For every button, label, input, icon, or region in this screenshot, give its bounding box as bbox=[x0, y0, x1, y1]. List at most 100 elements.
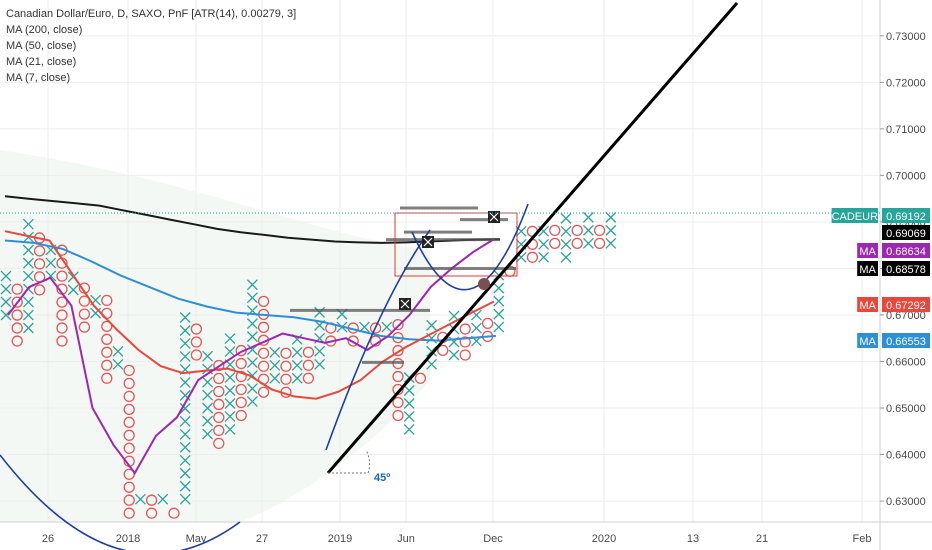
price-badge-value: 0.69192 bbox=[886, 211, 926, 223]
o-box bbox=[101, 359, 113, 371]
price-badge-label: MA bbox=[859, 336, 876, 348]
x-box bbox=[605, 237, 617, 249]
price-badge-label: MA bbox=[859, 246, 876, 258]
x-box bbox=[246, 279, 258, 291]
x-box bbox=[246, 383, 258, 395]
x-box bbox=[179, 467, 191, 479]
x-tick-label: 26 bbox=[42, 533, 54, 545]
price-badge-bg bbox=[882, 333, 930, 348]
signal-dot bbox=[478, 278, 490, 290]
x-box bbox=[560, 225, 572, 237]
o-box bbox=[593, 224, 606, 237]
x-box bbox=[582, 237, 594, 249]
ma21-line bbox=[4, 230, 495, 400]
signal-marker-x bbox=[489, 212, 499, 222]
x-box bbox=[224, 372, 236, 383]
x-box bbox=[179, 325, 191, 336]
channel-rise bbox=[325, 229, 431, 451]
ma7-legend[interactable]: MA (7, close) bbox=[6, 72, 71, 84]
x-box bbox=[179, 338, 191, 349]
o-box bbox=[369, 322, 382, 334]
x-box bbox=[202, 350, 214, 362]
o-box bbox=[437, 344, 449, 356]
o-box bbox=[33, 245, 46, 257]
x-box bbox=[605, 224, 617, 236]
o-box bbox=[190, 323, 203, 335]
x-box bbox=[560, 212, 572, 224]
x-box bbox=[224, 385, 236, 396]
x-box bbox=[269, 372, 281, 384]
x-box bbox=[179, 493, 191, 505]
price-badge-value: 0.69069 bbox=[886, 228, 926, 240]
o-box bbox=[56, 335, 68, 347]
o-box bbox=[392, 344, 404, 357]
x-box bbox=[403, 398, 415, 409]
x-box bbox=[291, 346, 303, 358]
o-box bbox=[11, 309, 23, 321]
ma21-legend[interactable]: MA (21, close) bbox=[6, 56, 77, 68]
x-box bbox=[560, 251, 572, 263]
x-box bbox=[179, 454, 191, 466]
o-box bbox=[101, 294, 113, 307]
o-box bbox=[123, 429, 135, 441]
x-box bbox=[224, 411, 236, 422]
x-box bbox=[112, 345, 124, 357]
o-box bbox=[123, 364, 135, 377]
x-box bbox=[493, 295, 505, 307]
x-tick-label: 2018 bbox=[116, 533, 140, 545]
o-box bbox=[101, 346, 113, 358]
o-box bbox=[257, 347, 270, 359]
y-tick-label: 0.71000 bbox=[886, 124, 926, 136]
o-box bbox=[593, 237, 606, 249]
x-box bbox=[448, 349, 460, 361]
x-box bbox=[22, 244, 34, 256]
o-box bbox=[571, 224, 583, 237]
o-box bbox=[280, 360, 292, 372]
ma50-line bbox=[4, 239, 497, 342]
o-box bbox=[11, 335, 23, 347]
x-box bbox=[112, 358, 124, 370]
x-box bbox=[0, 283, 12, 295]
y-tick-label: 0.70000 bbox=[886, 170, 926, 182]
price-badge-value: 0.66553 bbox=[886, 336, 926, 348]
x-box bbox=[179, 480, 191, 492]
x-box bbox=[493, 321, 505, 333]
o-box bbox=[235, 409, 247, 422]
o-box bbox=[459, 349, 471, 361]
o-box bbox=[257, 295, 270, 308]
x-box bbox=[179, 402, 191, 414]
price-badge-bg bbox=[882, 261, 930, 276]
o-box bbox=[392, 318, 404, 331]
x-tick-label: 2020 bbox=[592, 533, 616, 545]
x-box bbox=[22, 218, 34, 230]
o-box bbox=[56, 309, 68, 321]
x-box bbox=[45, 257, 57, 269]
o-box bbox=[526, 251, 539, 263]
ma50-legend[interactable]: MA (50, close) bbox=[6, 40, 77, 52]
o-box bbox=[123, 481, 135, 493]
channel-cup bbox=[411, 203, 529, 291]
price-badge-label-bg bbox=[831, 208, 878, 223]
x-box bbox=[0, 270, 12, 282]
o-box bbox=[168, 507, 180, 519]
o-box bbox=[78, 321, 91, 333]
price-badge-label-bg bbox=[857, 243, 878, 258]
chart-title: Canadian Dollar/Euro, D, SAXO, PnF [ATR(… bbox=[6, 8, 297, 20]
x-tick-label: 27 bbox=[256, 533, 268, 545]
x-box bbox=[493, 308, 505, 320]
o-box bbox=[235, 396, 247, 409]
x-box bbox=[493, 282, 505, 294]
x-box bbox=[179, 312, 191, 323]
x-box bbox=[403, 411, 415, 422]
o-box bbox=[78, 295, 91, 307]
x-tick-label: 2019 bbox=[328, 533, 352, 545]
o-box bbox=[571, 237, 583, 249]
trend-line-45 bbox=[326, 2, 739, 474]
o-box bbox=[392, 409, 404, 422]
x-tick-label: Dec bbox=[483, 533, 503, 545]
y-tick-label: 0.66000 bbox=[886, 356, 926, 368]
ma200-legend[interactable]: MA (200, close) bbox=[6, 24, 83, 36]
x-box bbox=[246, 357, 258, 369]
